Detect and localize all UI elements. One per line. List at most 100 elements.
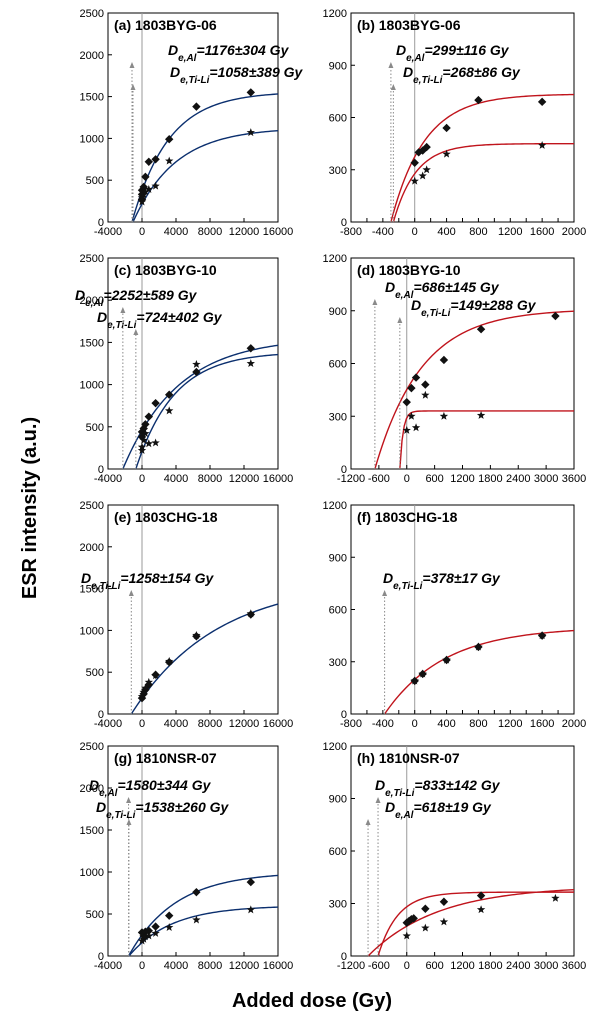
de-label-subscript: e,Ti-Li <box>421 308 450 319</box>
panel-b: -800 -400 0 400 800 1200 1600 2000 0 300 600 900 120… <box>323 8 587 238</box>
y-tick-label: 2500 <box>80 253 104 265</box>
data-point-diamond <box>421 380 430 389</box>
fit-curve <box>390 93 575 223</box>
de-label-value: =1258±154 Gy <box>120 570 214 586</box>
y-tick-label: 2000 <box>80 783 104 795</box>
panel-title: (a) 1803BYG-06 <box>114 17 217 33</box>
extrapolation-arrowhead <box>382 590 388 596</box>
data-point-diamond <box>409 914 418 923</box>
de-label-value: =724±402 Gy <box>136 309 222 325</box>
de-label: De,Ti-Li=724±402 Gy <box>97 309 223 331</box>
data-point-diamond <box>141 420 150 429</box>
x-tick-label: 0 <box>404 960 410 972</box>
de-label-symbol: D <box>168 42 178 58</box>
x-tick-label: 1600 <box>530 718 554 730</box>
panel-c: -4000 0 4000 8000 12000 160000500100015002000… <box>75 253 293 485</box>
de-label-symbol: D <box>375 777 385 793</box>
de-label: De,Al=686±145 Gy <box>385 279 500 301</box>
data-point-star <box>402 931 411 940</box>
data-point-diamond <box>439 355 449 365</box>
x-tick-label: 0 <box>139 718 145 730</box>
fit-curve <box>135 353 279 470</box>
panel-title: (b) 1803BYG-06 <box>357 17 461 33</box>
x-tick-label: 8000 <box>198 226 222 238</box>
y-tick-label: 2000 <box>80 50 104 62</box>
data-point-star <box>144 185 153 193</box>
data-point-diamond <box>551 311 560 321</box>
x-tick-label: 1200 <box>450 473 474 485</box>
extrapolation-arrowhead <box>365 819 371 825</box>
extrapolation-arrowhead <box>133 329 139 335</box>
x-tick-label: 4000 <box>164 960 188 972</box>
data-point-star <box>410 676 419 685</box>
y-tick-label: 600 <box>329 846 347 858</box>
plot-frame <box>107 745 279 957</box>
x-tick-label: 2000 <box>562 226 586 238</box>
panel-e: -4000 0 4000 8000 12000 160000500100015002000… <box>80 500 294 730</box>
x-tick-label: 1200 <box>498 718 522 730</box>
data-point-star <box>537 140 547 149</box>
x-tick-label: 1800 <box>478 960 502 972</box>
data-point-star <box>192 631 201 639</box>
data-point-star <box>402 425 411 434</box>
fit-curve <box>122 344 279 470</box>
data-point-star <box>418 171 427 180</box>
x-tick-label: 0 <box>139 226 145 238</box>
y-tick-label: 600 <box>329 605 347 617</box>
x-tick-label: -800 <box>340 226 362 238</box>
y-tick-label: 1200 <box>323 741 347 753</box>
data-point-diamond <box>476 891 486 900</box>
data-point-diamond <box>151 155 160 164</box>
de-label-value: =1058±389 Gy <box>209 64 303 80</box>
y-tick-label: 1500 <box>80 825 104 837</box>
de-label-subscript: e,Ti-Li <box>393 581 422 592</box>
de-label-symbol: D <box>81 570 91 586</box>
x-tick-label: 12000 <box>229 718 260 730</box>
y-tick-label: 1000 <box>80 625 104 637</box>
extrapolation-arrowhead <box>126 819 132 825</box>
data-point-diamond <box>439 897 449 906</box>
data-point-star <box>246 128 255 137</box>
data-point-star <box>151 181 160 190</box>
data-point-diamond <box>410 158 419 167</box>
data-point-star <box>246 905 255 914</box>
de-label-subscript: e,Ti-Li <box>91 581 120 592</box>
de-label-subscript: e,Al <box>406 53 425 64</box>
data-point-star <box>165 406 174 415</box>
extrapolation-arrowhead <box>130 84 136 90</box>
data-point-star <box>422 165 431 174</box>
data-point-diamond <box>165 390 174 399</box>
de-label: De,Ti-Li=149±288 Gy <box>411 297 537 319</box>
de-label-subscript: e,Al <box>178 53 197 64</box>
y-tick-label: 0 <box>341 951 347 963</box>
data-point-diamond <box>421 904 430 913</box>
data-point-star <box>411 423 421 432</box>
de-label: De,Ti-Li=1258±154 Gy <box>81 570 215 592</box>
data-point-star <box>192 359 201 368</box>
y-tick-label: 1000 <box>80 133 104 145</box>
y-tick-label: 2000 <box>80 295 104 307</box>
x-tick-label: 4000 <box>164 473 188 485</box>
de-label: De,Ti-Li=268±86 Gy <box>403 64 521 86</box>
fit-curve <box>127 874 279 957</box>
x-tick-label: -600 <box>368 960 390 972</box>
de-label-subscript: e,Ti-Li <box>180 75 209 86</box>
data-point-diamond <box>246 88 255 97</box>
y-tick-label: 0 <box>98 709 104 721</box>
fit-curve <box>399 410 574 470</box>
y-tick-label: 2500 <box>80 741 104 753</box>
de-label-subscript: e,Al <box>85 298 104 309</box>
x-tick-label: 0 <box>139 473 145 485</box>
data-point-star <box>421 390 430 399</box>
y-tick-label: 300 <box>329 899 347 911</box>
panel-d: -1200 -600 0 600 1200 1800 2400 3000 3600 0 300 600… <box>323 253 587 485</box>
panel-title: (d) 1803BYG-10 <box>357 262 461 278</box>
data-point-diamond <box>246 344 255 353</box>
data-point-star <box>165 156 174 165</box>
extrapolation-arrowhead <box>128 590 134 596</box>
data-point-diamond <box>165 135 174 144</box>
x-tick-label: 0 <box>412 226 418 238</box>
panel-a: -4000 0 4000 8000 12000 160000500100015002000… <box>80 8 304 238</box>
data-point-diamond <box>411 373 421 382</box>
y-tick-label: 1500 <box>80 337 104 349</box>
